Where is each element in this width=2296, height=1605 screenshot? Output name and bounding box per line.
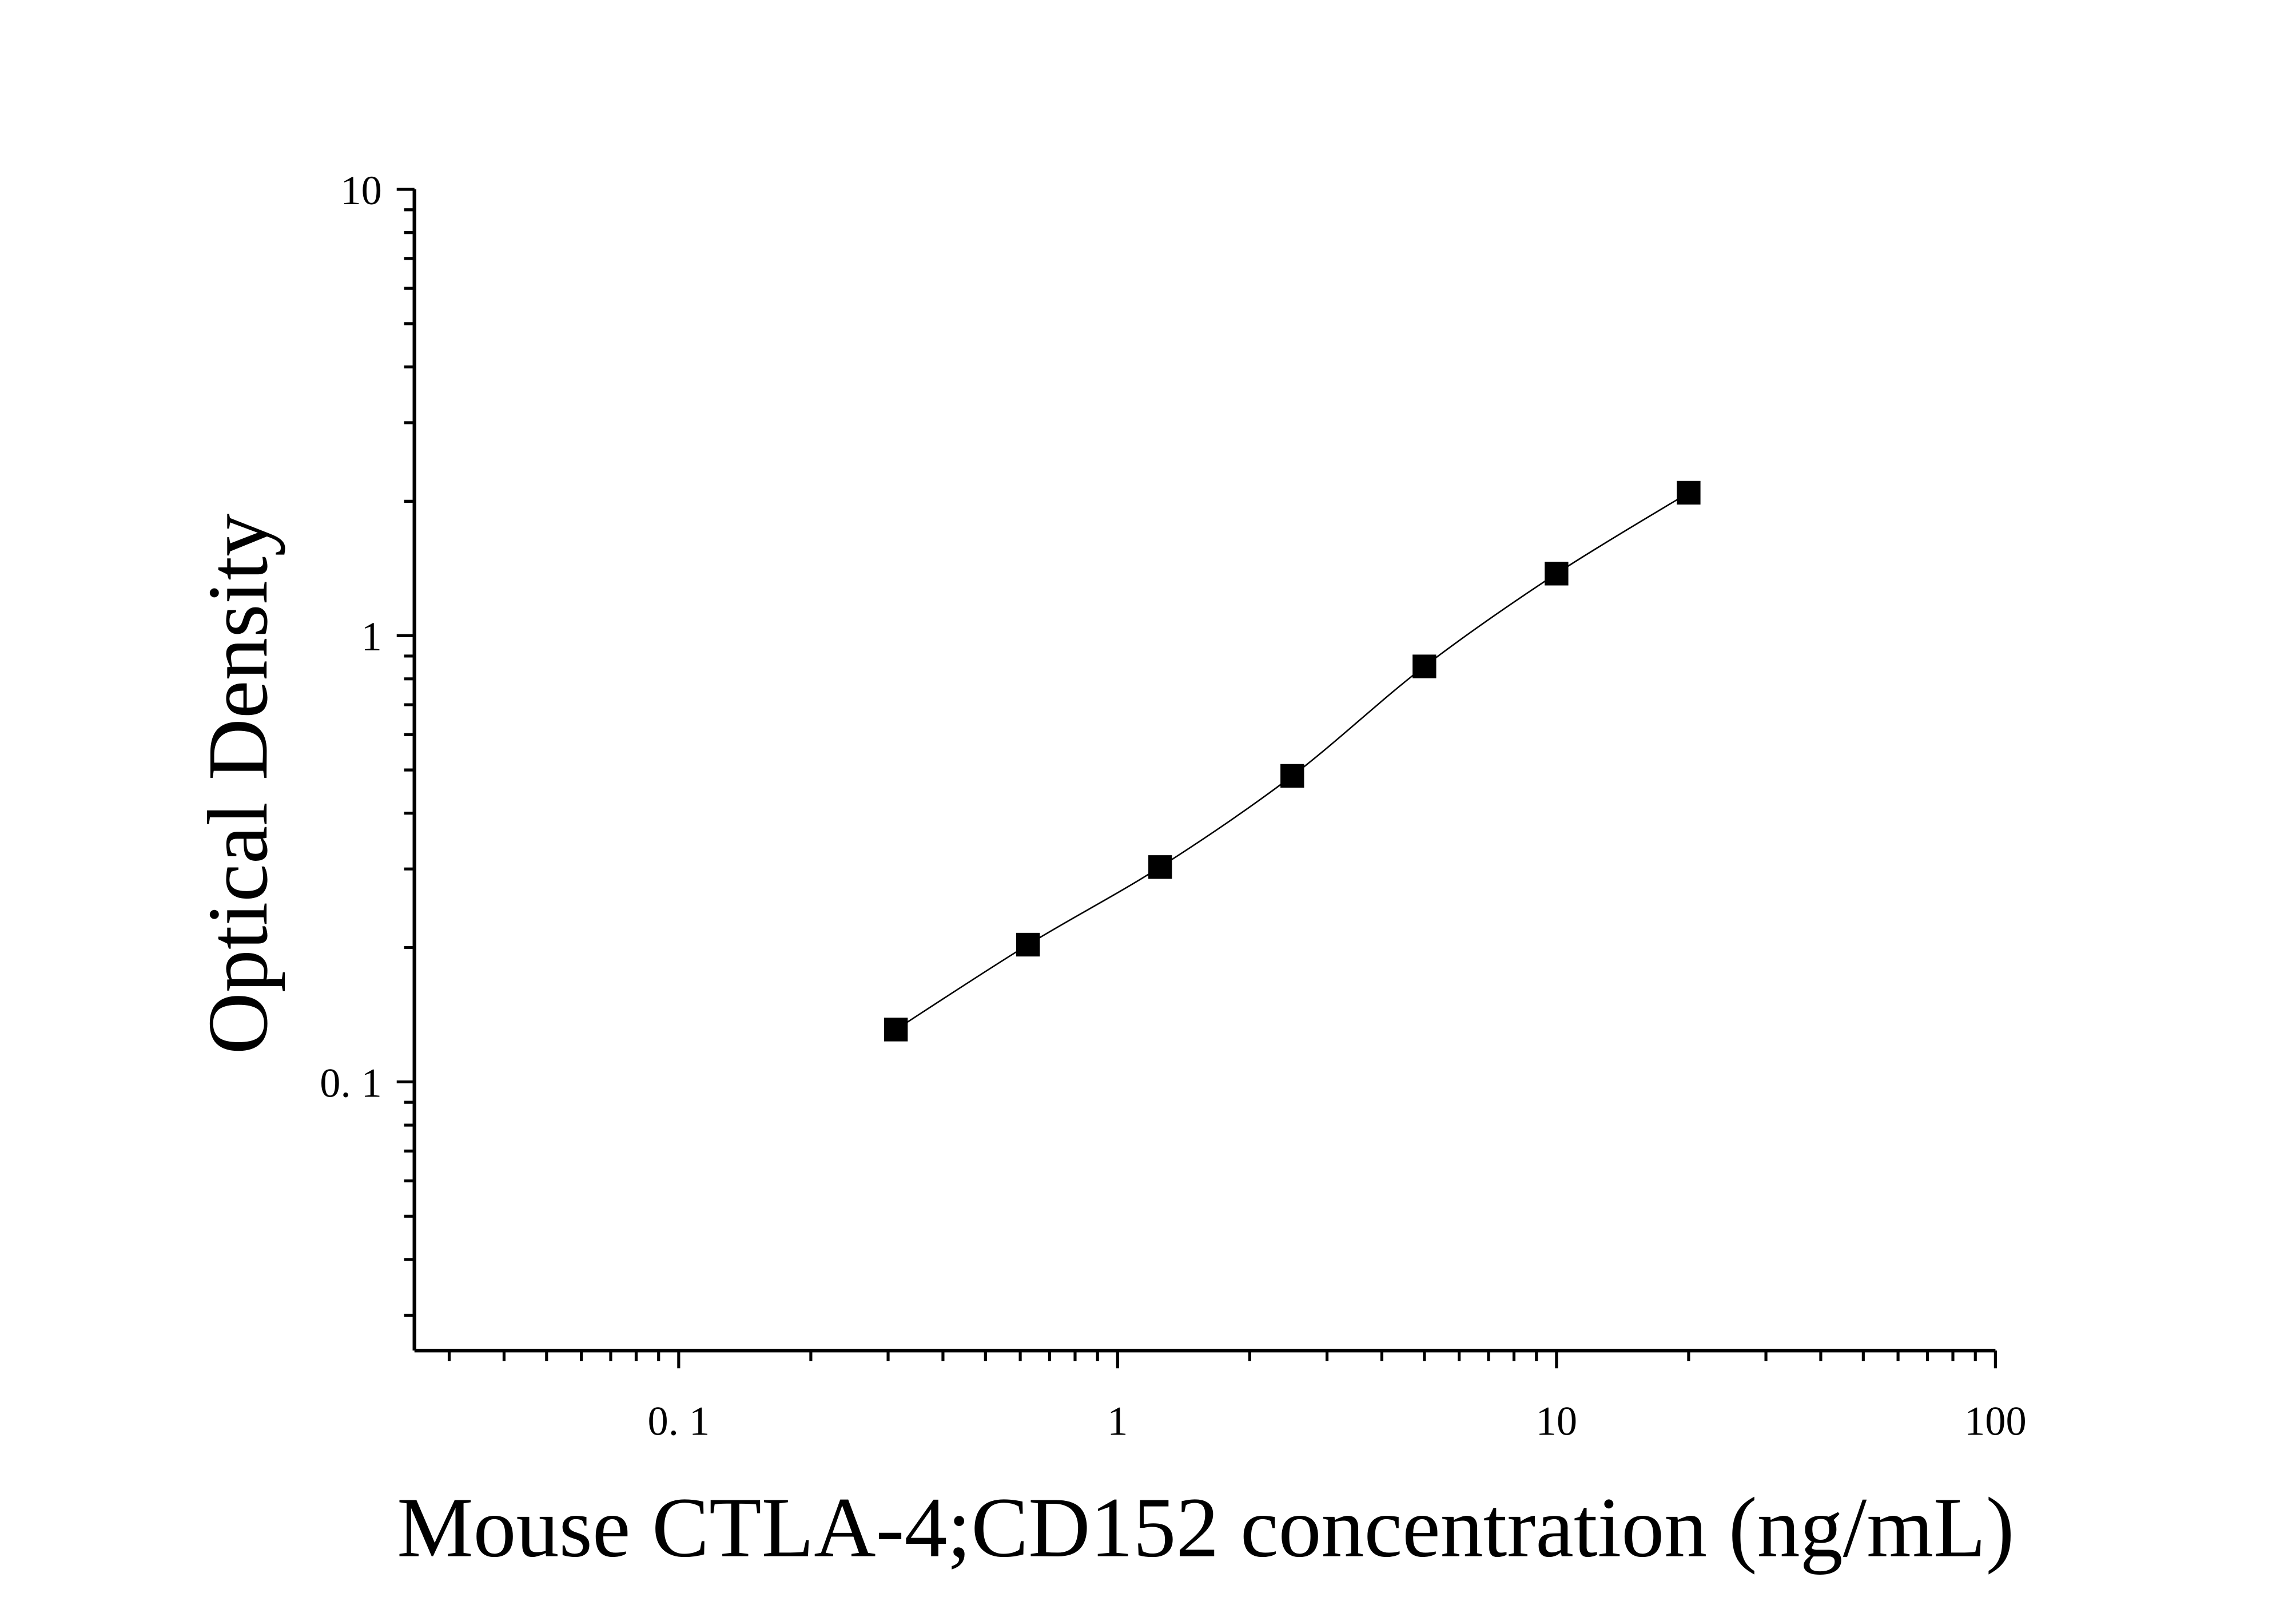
data-point bbox=[1280, 764, 1304, 788]
data-point bbox=[884, 1018, 908, 1042]
y-tick-label: 0. 1 bbox=[320, 1059, 382, 1106]
data-point bbox=[1148, 855, 1172, 879]
data-points bbox=[884, 480, 1701, 1042]
x-tick-label: 0. 1 bbox=[648, 1398, 710, 1444]
axes bbox=[396, 188, 1997, 1369]
x-tick-label: 100 bbox=[1964, 1398, 2027, 1444]
y-axis-label: Optical Density bbox=[190, 514, 285, 1055]
tick-labels: 0. 1 1 10 100 0. 1 1 10 bbox=[320, 167, 2026, 1444]
fit-curve bbox=[895, 492, 1689, 1031]
data-point bbox=[1545, 562, 1569, 586]
x-tick-label: 10 bbox=[1536, 1398, 1577, 1444]
data-point bbox=[1016, 932, 1040, 957]
y-tick-label: 1 bbox=[361, 613, 382, 660]
x-tick-label: 1 bbox=[1107, 1398, 1128, 1444]
x-axis-label: Mouse CTLA-4;CD152 concentration (ng/mL) bbox=[397, 1480, 2014, 1575]
data-point bbox=[1677, 480, 1701, 505]
data-point bbox=[1412, 654, 1437, 678]
y-tick-label: 10 bbox=[340, 167, 381, 213]
